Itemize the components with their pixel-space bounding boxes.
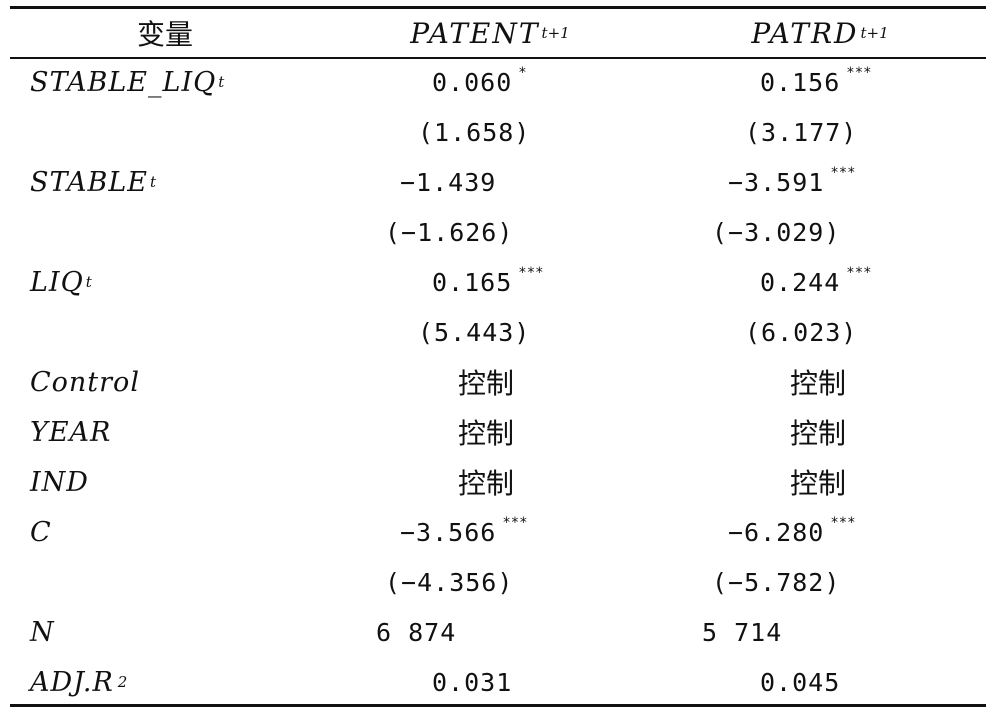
cell-patrd: −3.591 *** — [728, 165, 856, 197]
table-row: STABLE t −1.439 −3.591 *** — [0, 157, 992, 207]
table-row: YEAR 控制 控制 — [0, 407, 992, 457]
table-row: STABLE_LIQ t 0.060 * 0.156 *** — [0, 57, 992, 107]
table-top-rule — [10, 6, 986, 9]
table-row: (5.443) (6.023) — [0, 307, 992, 357]
row-label: IND — [30, 466, 89, 498]
row-label: STABLE_LIQ t — [30, 66, 225, 98]
table-header-rule — [10, 57, 986, 59]
cell-patent: 控制 — [458, 367, 515, 400]
cell-patrd: 0.244 *** — [760, 265, 872, 297]
cell-patrd: (6.023) — [745, 317, 858, 347]
table-row: C −3.566 *** −6.280 *** — [0, 507, 992, 557]
cell-patent: (−1.626) — [385, 217, 514, 247]
row-label: LIQ t — [30, 266, 92, 298]
row-label: YEAR — [30, 416, 112, 448]
cell-patrd: 0.045 — [760, 667, 841, 697]
cell-patent: (5.443) — [418, 317, 531, 347]
row-label: STABLE t — [30, 166, 157, 198]
significance-stars: *** — [830, 515, 856, 531]
cell-patent: 0.165 *** — [432, 265, 544, 297]
cell-patrd: 0.156 *** — [760, 65, 872, 97]
cell-patent: 0.060 * — [432, 65, 527, 97]
cell-patrd: 控制 — [790, 367, 847, 400]
cell-patrd: 控制 — [790, 417, 847, 450]
header-variable: 变量 — [136, 18, 193, 51]
cell-patrd: 5 714 — [702, 617, 783, 647]
row-label: ADJ.R 2 — [30, 666, 129, 698]
significance-stars: *** — [502, 515, 528, 531]
cell-patrd: 控制 — [790, 467, 847, 500]
cell-patrd: (−3.029) — [712, 217, 841, 247]
table-row: (−1.626) (−3.029) — [0, 207, 992, 257]
table-row: LIQ t 0.165 *** 0.244 *** — [0, 257, 992, 307]
table-header: 变量 PATENT t+1 PATRD t+1 — [0, 9, 992, 57]
cell-patrd: −6.280 *** — [728, 515, 856, 547]
significance-stars: *** — [846, 265, 872, 281]
table-row: Control 控制 控制 — [0, 357, 992, 407]
cell-patent: 控制 — [458, 467, 515, 500]
row-label: Control — [30, 366, 140, 398]
cell-patent: 控制 — [458, 417, 515, 450]
significance-stars: *** — [518, 265, 544, 281]
significance-stars: *** — [846, 65, 872, 81]
significance-stars: * — [518, 65, 527, 81]
cell-patent: −3.566 *** — [400, 515, 528, 547]
row-label: N — [30, 616, 55, 648]
significance-stars: *** — [830, 165, 856, 181]
cell-patent: (1.658) — [418, 117, 531, 147]
table-row: ADJ.R 2 0.031 0.045 — [0, 657, 992, 707]
row-label: C — [30, 516, 52, 548]
cell-patent: 6 874 — [376, 617, 457, 647]
table-row: (−4.356) (−5.782) — [0, 557, 992, 607]
table-row: IND 控制 控制 — [0, 457, 992, 507]
cell-patent: 0.031 — [432, 667, 513, 697]
table-row: (1.658) (3.177) — [0, 107, 992, 157]
table-bottom-rule — [10, 704, 986, 707]
cell-patrd: (3.177) — [745, 117, 858, 147]
cell-patent: −1.439 — [400, 167, 497, 197]
cell-patrd: (−5.782) — [712, 567, 841, 597]
header-patent: PATENT t+1 — [410, 16, 570, 50]
cell-patent: (−4.356) — [385, 567, 514, 597]
table-row: N 6 874 5 714 — [0, 607, 992, 657]
header-patrd: PATRD t+1 — [751, 16, 889, 50]
